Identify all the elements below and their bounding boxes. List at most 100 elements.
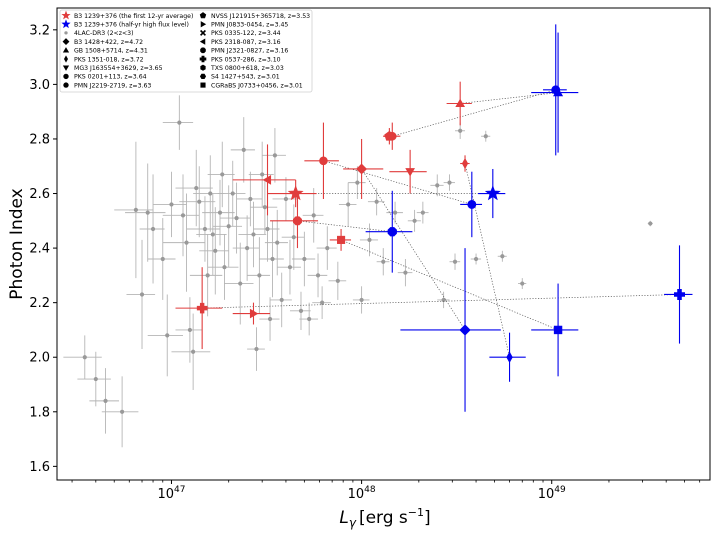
y-tick-label: 2.0: [29, 351, 50, 366]
population-point: [248, 141, 274, 208]
population-point: [220, 182, 251, 254]
connector-layer: [202, 89, 680, 358]
x-tick-label-exp: 48: [364, 485, 376, 495]
legend-item: PKS 1351-018, z=3.72: [64, 55, 144, 63]
average-point-marker: [249, 308, 259, 319]
population-point: [437, 291, 450, 309]
high-flux-point-marker: [553, 325, 563, 335]
population-point-marker: [441, 297, 446, 303]
population-point: [126, 239, 156, 350]
average-point-cgrabs-j0733-0456: [329, 228, 352, 251]
population-point-marker: [145, 210, 150, 215]
population-point-marker: [194, 185, 199, 191]
population-point-marker: [265, 226, 270, 232]
y-tick-label: 2.4: [29, 242, 50, 257]
population-point-marker: [283, 196, 289, 202]
y-tick-label: 3.0: [29, 78, 50, 93]
y-tick-label: 1.8: [29, 405, 50, 420]
population-point-marker: [374, 199, 379, 204]
x-tick-label-exp: 47: [174, 485, 185, 495]
legend-marker: [61, 19, 71, 29]
population-point: [307, 253, 328, 298]
population-point-marker: [257, 273, 262, 278]
connector-line: [361, 168, 466, 331]
population-point: [217, 160, 246, 227]
population-point: [291, 231, 316, 287]
population-point: [189, 234, 223, 317]
legend-marker: [63, 82, 69, 88]
population-point: [376, 248, 390, 276]
population-point: [171, 313, 211, 390]
legend-label: TXS 0800+618, z=3.03: [210, 65, 284, 72]
population-point: [470, 253, 482, 265]
population-point-marker: [177, 120, 182, 125]
population-point-marker: [648, 221, 653, 226]
population-point-marker: [169, 202, 174, 207]
population-point-marker: [238, 281, 243, 286]
x-axis-label-exp: −1: [408, 506, 424, 519]
population-point-marker: [307, 316, 312, 322]
legend-marker: [63, 73, 69, 80]
population-point: [196, 193, 227, 276]
legend-label: PMN J0833-0454, z=3.45: [211, 22, 288, 29]
y-axis-label: Photon Index: [7, 188, 27, 299]
legend-item: GB 1508+5714, z=4.31: [62, 47, 148, 55]
legend-marker: [200, 47, 206, 54]
average-point-marker: [461, 157, 469, 170]
x-tick-label: 1048: [348, 485, 376, 502]
population-point-marker: [520, 281, 525, 286]
legend-marker: [62, 65, 70, 71]
legend-marker-stroke-b: [200, 29, 206, 36]
legend-marker: [61, 10, 71, 20]
population-point: [359, 223, 379, 257]
legend-label: NVSS J121915+365718, z=3.53: [211, 13, 310, 20]
population-point: [202, 179, 235, 246]
legend-item: TXS 0800+618, z=3.03: [200, 64, 284, 72]
population-point: [302, 188, 324, 243]
population-point: [250, 179, 278, 235]
population-point: [416, 201, 429, 224]
population-point-marker: [205, 273, 210, 278]
high-flux-point-pks-1351-018: [489, 332, 526, 382]
legend-item: NVSS J121915+365718, z=3.53: [199, 12, 310, 20]
legend-item: PMN J2321-0827, z=3.16: [200, 47, 288, 55]
population-point: [212, 185, 243, 268]
population-point-marker: [208, 191, 213, 196]
high-flux-point-marker: [484, 185, 501, 201]
legend-item: PKS 0537-286, z=3.10: [199, 55, 281, 63]
average-point-marker: [196, 302, 208, 314]
legend-label: B3 1428+422, z=4.72: [74, 39, 143, 46]
average-point-marker: [337, 235, 346, 244]
population-point-marker: [315, 273, 321, 278]
average-point-pks-2318-087: [232, 144, 296, 216]
population-point: [207, 141, 235, 208]
average-point-marker: [293, 216, 302, 226]
population-point: [312, 286, 331, 320]
legend-item: 4LAC-DR3 (2<z<3): [64, 30, 134, 37]
legend-marker: [200, 29, 206, 36]
high-flux-point-pmn-j2321-0827: [365, 190, 413, 273]
legend-marker: [199, 55, 207, 63]
population-point: [236, 171, 263, 227]
legend-item: S4 1427+543, z=3.01: [199, 74, 280, 81]
population-point: [518, 278, 527, 290]
average-point-nvss-j121915-365718: [383, 128, 396, 145]
y-tick-label: 2.6: [29, 187, 50, 202]
high-flux-point-marker: [459, 324, 471, 336]
population-point-marker: [381, 259, 386, 264]
legend-item: B3 1239+376 (the first 12-yr average): [61, 10, 193, 20]
population-point-marker: [359, 297, 364, 303]
legend-item: CGRaBS J0733+0456, z=3.01: [200, 82, 303, 89]
population-point-marker: [226, 224, 231, 229]
population-point-marker: [267, 316, 273, 322]
average-point-marker: [356, 163, 368, 175]
legend-label: B3 1239+376 (half-yr high flux level): [74, 22, 189, 29]
population-point: [89, 368, 120, 434]
average-point-pks-0537-286: [175, 267, 223, 350]
legend-item: PKS 2318-087, z=3.16: [199, 38, 281, 46]
population-point-marker: [150, 226, 156, 232]
high-flux-point-marker: [551, 85, 561, 95]
average-point-marker: [319, 156, 328, 166]
population-point: [259, 220, 284, 298]
high-flux-point-pmn-j2219-2719: [543, 24, 567, 156]
